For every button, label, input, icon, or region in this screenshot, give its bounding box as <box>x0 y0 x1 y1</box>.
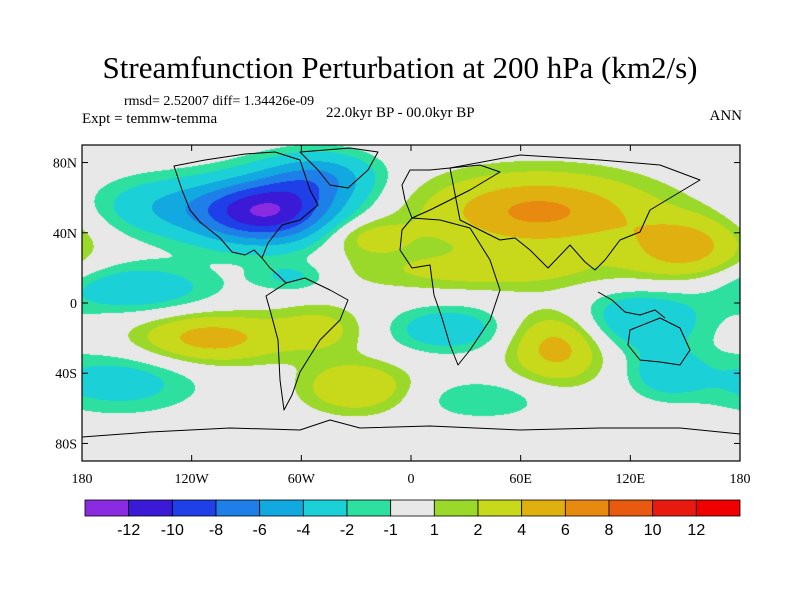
coast-central-america <box>261 257 287 284</box>
coast-greenland <box>299 147 379 189</box>
colorbar-swatch <box>652 499 697 517</box>
coast-asia <box>449 154 701 271</box>
y-tick-label: 0 <box>70 297 77 312</box>
colorbar-label: -4 <box>296 522 310 539</box>
x-axis: 180 120W 60W 0 60E 120E 180 <box>72 145 751 487</box>
y-tick-label: 80S <box>55 437 77 452</box>
y-tick-label: 40S <box>55 367 77 382</box>
x-tick-label: 120W <box>175 472 210 487</box>
x-tick-label: 180 <box>730 472 751 487</box>
colorbar-swatch <box>608 499 654 517</box>
colorbar-swatch <box>564 499 610 517</box>
colorbar: -12 -10 -8 -6 -4 -2 -1 1 2 4 6 8 10 12 <box>84 499 741 539</box>
colorbar-label: 4 <box>517 522 526 539</box>
colorbar-label: 10 <box>644 522 662 539</box>
coast-australia <box>627 317 691 366</box>
x-tick-label: 60W <box>288 472 316 487</box>
x-tick-label: 0 <box>408 472 415 487</box>
colorbar-swatch <box>259 499 304 517</box>
coast-indonesia <box>597 291 666 319</box>
stats-annotation: rmsd= 2.52007 diff= 1.34426e-09 <box>124 94 315 109</box>
colorbar-swatch <box>171 499 217 517</box>
streamfunction-field <box>82 145 740 461</box>
colorbar-label: -1 <box>384 522 398 539</box>
season-annotation: ANN <box>709 108 743 124</box>
coast-north-america <box>173 151 319 259</box>
colorbar-swatch <box>346 499 392 517</box>
x-tick-label: 120E <box>616 472 646 487</box>
colorbar-label: -2 <box>340 522 354 539</box>
colorbar-swatch <box>390 499 435 517</box>
colorbar-swatch <box>302 499 348 517</box>
colorbar-label: -10 <box>161 522 184 539</box>
colorbar-swatch <box>128 499 173 517</box>
period-annotation: 22.0kyr BP - 00.0kyr BP <box>326 105 475 121</box>
chart-title: Streamfunction Perturbation at 200 hPa (… <box>102 50 698 85</box>
colorbar-swatch <box>477 499 523 517</box>
colorbar-swatch <box>521 499 566 517</box>
coast-antarctica <box>82 419 740 438</box>
colorbar-label: 12 <box>687 522 705 539</box>
y-tick-label: 80N <box>53 157 77 172</box>
y-tick-label: 40N <box>53 227 77 242</box>
x-tick-label: 60E <box>509 472 532 487</box>
x-tick-label: 180 <box>72 472 93 487</box>
colorbar-label: -12 <box>117 522 140 539</box>
colorbar-label: 1 <box>430 522 439 539</box>
colorbar-label: 2 <box>474 522 483 539</box>
coast-africa <box>399 217 501 366</box>
colorbar-swatch <box>215 499 261 517</box>
coast-europe <box>401 164 501 219</box>
experiment-annotation: Expt = temmw-temma <box>82 111 218 127</box>
coast-south-america <box>265 277 349 411</box>
colorbar-swatch <box>433 499 479 517</box>
colorbar-label: -8 <box>209 522 223 539</box>
y-axis: 80N 40N 0 40S 80S <box>53 157 740 452</box>
colorbar-swatch <box>84 499 130 517</box>
colorbar-label: 6 <box>561 522 570 539</box>
colorbar-label: -6 <box>253 522 267 539</box>
colorbar-swatch <box>695 499 741 517</box>
colorbar-label: 8 <box>605 522 614 539</box>
coastlines <box>82 147 740 438</box>
